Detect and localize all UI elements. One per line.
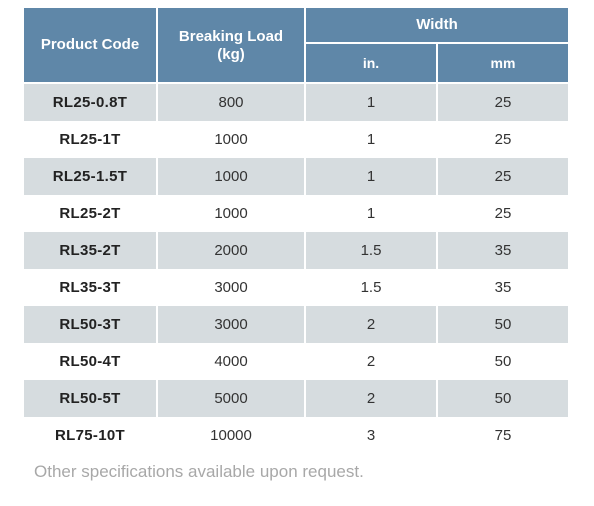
breaking-load-cell: 3000 xyxy=(214,279,248,296)
width-in-cell: 1.5 xyxy=(360,279,382,296)
width-in-cell: 2 xyxy=(306,380,436,417)
header-breaking-load-label: Breaking Load xyxy=(178,28,284,45)
breaking-load-cell: 4000 xyxy=(214,353,248,370)
footnote: Other specifications available upon requ… xyxy=(34,462,364,481)
width-in-cell: 2 xyxy=(366,353,376,370)
width-in-cell: 1.5 xyxy=(306,232,436,269)
width-mm-cell: 50 xyxy=(438,306,568,343)
header-breaking-load: Breaking Load (kg) xyxy=(158,8,304,84)
breaking-load-cell: 5000 xyxy=(158,380,304,417)
breaking-load-cell: 1000 xyxy=(214,131,248,148)
product-code-cell: RL25-1.5T xyxy=(24,158,156,195)
width-mm-cell: 25 xyxy=(494,131,512,148)
width-mm-cell: 75 xyxy=(494,427,512,444)
breaking-load-cell: 1000 xyxy=(214,205,248,222)
breaking-load-cell: 3000 xyxy=(158,306,304,343)
width-in-cell: 1 xyxy=(306,84,436,121)
breaking-load-cell: 800 xyxy=(158,84,304,121)
width-mm-cell: 25 xyxy=(438,84,568,121)
product-code-cell: RL25-2T xyxy=(59,205,121,222)
width-mm-cell: 50 xyxy=(438,380,568,417)
header-product-code: Product Code xyxy=(24,8,156,84)
width-mm-cell: 25 xyxy=(494,205,512,222)
product-code-cell: RL25-1T xyxy=(59,131,121,148)
breaking-load-cell: 2000 xyxy=(158,232,304,269)
spec-table: Product Code Breaking Load (kg) Width in… xyxy=(24,8,568,454)
product-code-cell: RL35-3T xyxy=(59,279,121,296)
width-mm-cell: 50 xyxy=(494,353,512,370)
width-in-cell: 1 xyxy=(366,131,376,148)
product-code-cell: RL50-4T xyxy=(59,353,121,370)
product-code-cell: RL25-0.8T xyxy=(24,84,156,121)
header-breaking-load-unit: (kg) xyxy=(217,46,245,63)
breaking-load-cell: 1000 xyxy=(158,158,304,195)
header-width: Width xyxy=(306,8,568,44)
width-in-cell: 3 xyxy=(366,427,376,444)
product-code-cell: RL50-3T xyxy=(24,306,156,343)
product-code-cell: RL50-5T xyxy=(24,380,156,417)
header-width-in: in. xyxy=(306,44,436,84)
product-code-cell: RL75-10T xyxy=(55,427,125,444)
breaking-load-cell: 10000 xyxy=(210,427,252,444)
width-in-cell: 2 xyxy=(306,306,436,343)
product-code-cell: RL35-2T xyxy=(24,232,156,269)
width-mm-cell: 35 xyxy=(438,232,568,269)
width-in-cell: 1 xyxy=(306,158,436,195)
header-width-mm: mm xyxy=(438,44,568,84)
width-mm-cell: 25 xyxy=(438,158,568,195)
width-mm-cell: 35 xyxy=(494,279,512,296)
width-in-cell: 1 xyxy=(366,205,376,222)
